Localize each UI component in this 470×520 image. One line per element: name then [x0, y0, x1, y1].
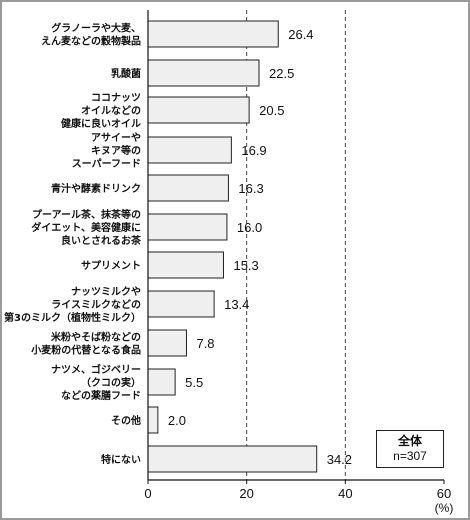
value-label: 13.4 [224, 297, 249, 312]
bar [147, 20, 279, 48]
category-label-line: スーパーフード [72, 158, 141, 170]
x-axis: 0 20 40 60(%) [144, 10, 453, 515]
category-labels: グラノーラや大麦、えん麦などの穀物製品乳酸菌ココナッツオイルなどの健康に良いオイ… [4, 22, 142, 467]
value-label: 26.4 [288, 27, 313, 42]
category-label-line: 乳酸菌 [111, 67, 141, 80]
value-label: 22.5 [269, 66, 294, 81]
bar [147, 251, 224, 279]
category-label-line: ココナッツ [91, 92, 141, 104]
bar [147, 368, 176, 396]
category-label-line: ナッツミルクや [71, 286, 141, 298]
x-tick-label: 60 [437, 486, 451, 501]
bar [147, 329, 187, 357]
bar [147, 59, 260, 87]
x-tick-label: 40 [338, 486, 352, 501]
category-label: 青汁や酵素ドリンク [51, 182, 141, 195]
category-label-line: 健康に良いオイル [61, 117, 141, 130]
category-label-line: えん麦などの穀物製品 [41, 35, 141, 48]
value-label: 16.3 [238, 181, 263, 196]
value-label: 2.0 [168, 413, 186, 428]
category-label-line: 良いとされるお茶 [61, 234, 142, 247]
x-unit-label: (%) [435, 501, 454, 515]
value-label: 15.3 [233, 258, 258, 273]
gridlines [246, 10, 346, 480]
category-label-line: （クコの実） [81, 376, 141, 389]
category-label-line: グラノーラや大麦、 [51, 22, 141, 35]
value-labels: 26.4 22.5 20.5 16.9 16.3 16.0 15.3 13.4 7.8 5.5 2.… [168, 27, 352, 467]
category-label-line: 第3のミルク（植物性ミルク） [4, 311, 141, 324]
category-label-line: サプリメント [81, 259, 141, 272]
category-label-line: その他 [111, 414, 141, 427]
category-label-line: 青汁や酵素ドリンク [51, 182, 141, 195]
category-label-line: などの薬膳フード [61, 389, 141, 402]
value-label: 16.9 [241, 143, 266, 158]
bars [147, 20, 318, 473]
x-tick-label: 20 [239, 486, 253, 501]
category-label-line: キヌア等の [91, 144, 141, 157]
category-label-line: アサイーや [91, 132, 141, 144]
category-label: 米粉やそば粉などの小麦粉の代替となる食品 [30, 331, 141, 357]
category-label: その他 [111, 414, 141, 427]
value-label: 7.8 [196, 336, 214, 351]
category-label-line: オイルなどの [81, 104, 141, 117]
category-label: ナッツミルクやライスミルクなどの第3のミルク（植物性ミルク） [4, 286, 141, 324]
category-label: アサイーやキヌア等のスーパーフード [72, 132, 141, 170]
category-label: プーアール茶、抹茶等のダイエット、美容健康に良いとされるお茶 [31, 208, 142, 247]
value-label: 16.0 [237, 220, 262, 235]
bar [147, 213, 228, 241]
bar [147, 96, 250, 124]
category-label: 特にない [101, 453, 141, 466]
value-label: 5.5 [185, 375, 203, 390]
value-label: 20.5 [259, 103, 284, 118]
category-label-line: プーアール茶、抹茶等の [32, 208, 141, 221]
category-label: ナツメ、ゴジベリー（クコの実）などの薬膳フード [51, 363, 141, 402]
bar [147, 290, 215, 318]
category-label-line: 米粉やそば粉などの [51, 331, 141, 344]
bar [147, 174, 229, 202]
legend-sample-size: n=307 [393, 449, 427, 463]
bar [147, 406, 159, 434]
category-label: ココナッツオイルなどの健康に良いオイル [61, 92, 141, 130]
legend-box: 全体 n=307 [376, 430, 444, 468]
value-label: 34.2 [327, 452, 352, 467]
x-tick-label: 0 [144, 486, 151, 501]
legend-title: 全体 [397, 434, 422, 448]
category-label-line: ダイエット、美容健康に [31, 221, 141, 234]
category-label: 乳酸菌 [111, 67, 141, 80]
bar [147, 136, 232, 164]
category-label-line: ナツメ、ゴジベリー [51, 363, 141, 376]
category-label: グラノーラや大麦、えん麦などの穀物製品 [41, 22, 141, 48]
category-label: サプリメント [81, 259, 141, 272]
category-label-line: 小麦粉の代替となる食品 [30, 344, 141, 357]
category-label-line: 特にない [101, 453, 141, 466]
category-label-line: ライスミルクなどの [51, 298, 141, 311]
bar [147, 445, 318, 473]
